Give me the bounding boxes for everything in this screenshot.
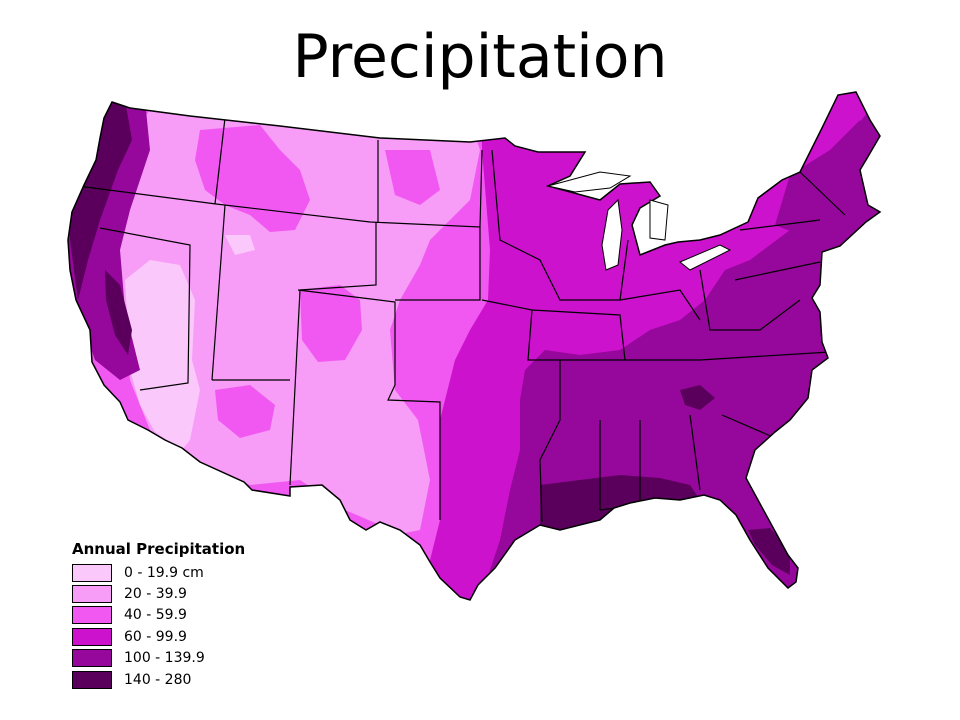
legend-swatch	[72, 606, 112, 625]
band-0-19-idaho	[225, 235, 255, 255]
legend-title: Annual Precipitation	[72, 540, 246, 558]
lake-huron	[649, 199, 669, 241]
band-100-139-northeast	[775, 120, 870, 235]
legend: Annual Precipitation 0 - 19.9 cm 20 - 39.…	[72, 540, 245, 690]
border-lines	[77, 117, 846, 523]
legend-label: 60 - 99.9	[124, 628, 187, 645]
band-40-59-arizona	[215, 385, 275, 438]
legend-swatch	[72, 563, 112, 582]
band-40-59-colorado	[300, 285, 362, 362]
band-40-59-rockies	[195, 125, 310, 232]
legend-label: 100 - 139.9	[124, 650, 205, 667]
band-140-280-gulf	[540, 475, 700, 535]
legend-item: 20 - 39.9	[72, 583, 245, 604]
legend-swatch	[72, 627, 112, 646]
lake-erie	[679, 244, 732, 271]
legend-label: 40 - 59.9	[124, 607, 187, 624]
legend-item: 140 - 280	[72, 669, 245, 690]
lake-michigan	[601, 198, 623, 271]
legend-swatch	[72, 670, 112, 689]
map-title: Precipitation	[292, 22, 668, 92]
band-40-59-blackhills	[385, 150, 440, 205]
legend-item: 0 - 19.9 cm	[72, 562, 245, 583]
legend-label: 20 - 39.9	[124, 586, 187, 603]
legend-item: 60 - 99.9	[72, 626, 245, 647]
legend-rows: 0 - 19.9 cm 20 - 39.9 40 - 59.9 60 - 99.9 10…	[72, 562, 245, 690]
legend-label: 0 - 19.9 cm	[124, 564, 204, 581]
legend-swatch	[72, 585, 112, 604]
legend-swatch	[72, 649, 112, 668]
legend-item: 40 - 59.9	[72, 605, 245, 626]
lake-superior	[547, 171, 632, 193]
legend-label: 140 - 280	[124, 671, 192, 688]
band-20-39-west	[110, 110, 480, 535]
legend-item: 100 - 139.9	[72, 648, 245, 669]
band-140-280-sierra	[105, 270, 132, 355]
us-outline	[67, 91, 882, 601]
band-140-280-appalachia	[680, 385, 715, 410]
internal-borders	[77, 117, 846, 523]
great-lakes	[547, 171, 732, 271]
band-0-19-basin	[125, 260, 200, 450]
